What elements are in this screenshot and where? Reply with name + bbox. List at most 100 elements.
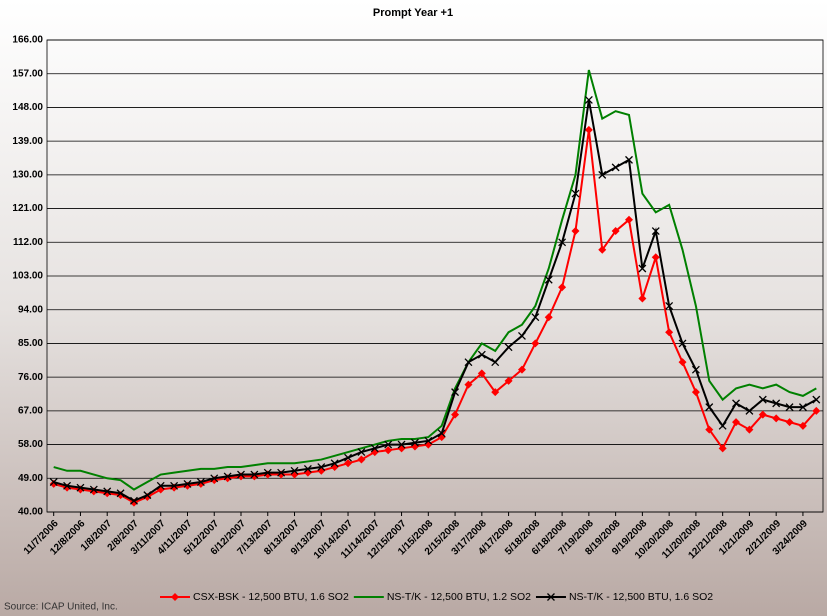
point <box>772 399 781 408</box>
y-tick-label: 94.00 <box>18 304 43 315</box>
source-note: Source: ICAP United, Inc. <box>4 602 118 613</box>
point <box>584 95 593 104</box>
point <box>531 339 540 348</box>
y-tick-label: 103.00 <box>12 271 43 282</box>
point <box>732 418 741 427</box>
point <box>798 421 807 430</box>
point <box>263 468 272 477</box>
point <box>678 358 687 367</box>
point <box>451 410 460 419</box>
point <box>518 331 526 340</box>
point <box>544 313 553 322</box>
point <box>143 491 152 500</box>
point <box>384 440 393 449</box>
y-tick-label: 76.00 <box>18 372 43 383</box>
point <box>638 294 647 303</box>
point <box>718 444 727 453</box>
point <box>517 365 526 374</box>
point <box>547 593 555 601</box>
point <box>303 464 312 473</box>
point <box>584 125 593 134</box>
point <box>410 438 419 447</box>
point <box>611 227 620 236</box>
chart-title: Prompt Year +1 <box>373 7 453 19</box>
point <box>758 410 767 419</box>
point <box>237 470 245 479</box>
point <box>732 399 740 408</box>
point <box>344 453 352 462</box>
series-line <box>53 69 817 491</box>
point <box>130 496 138 505</box>
point <box>544 275 553 284</box>
point <box>558 283 567 292</box>
y-tick-label: 148.00 <box>12 102 43 113</box>
y-tick-label: 58.00 <box>18 439 43 450</box>
point <box>531 313 540 322</box>
point <box>210 474 219 483</box>
point <box>745 406 754 415</box>
point <box>665 302 674 310</box>
point <box>424 436 433 445</box>
point <box>384 446 393 455</box>
legend-label: NS-T/K - 12,500 BTU, 1.2 SO2 <box>387 591 531 603</box>
point <box>504 376 513 385</box>
y-tick-label: 67.00 <box>18 405 43 416</box>
point <box>625 155 633 164</box>
point <box>785 418 794 427</box>
point <box>745 425 754 434</box>
point <box>772 414 781 423</box>
point <box>277 468 286 477</box>
point <box>357 455 366 464</box>
y-tick-label: 121.00 <box>12 203 43 214</box>
legend: CSX-BSK - 12,500 BTU, 1.6 SO2 NS-T/K - 12… <box>160 591 713 603</box>
point <box>451 388 460 397</box>
point <box>437 429 446 438</box>
point <box>116 489 125 498</box>
series-line <box>53 99 817 502</box>
point <box>598 170 607 179</box>
point <box>464 380 473 389</box>
point <box>691 365 700 374</box>
point <box>651 227 660 236</box>
point <box>477 369 486 378</box>
point <box>678 339 687 348</box>
point <box>464 358 473 367</box>
y-tick-label: 139.00 <box>12 136 43 147</box>
point <box>705 403 714 412</box>
y-tick-label: 130.00 <box>12 169 43 180</box>
point <box>330 459 339 468</box>
point <box>63 481 72 490</box>
series-line <box>53 129 818 504</box>
point <box>250 470 259 479</box>
point <box>571 227 580 236</box>
point <box>785 403 794 412</box>
point <box>223 472 232 481</box>
y-tick-label: 40.00 <box>18 507 43 518</box>
y-tick-label: 166.00 <box>12 35 43 46</box>
point <box>558 238 567 247</box>
point <box>370 444 379 453</box>
point <box>357 448 366 457</box>
point <box>812 395 821 404</box>
point <box>798 403 807 412</box>
point <box>691 388 700 397</box>
point <box>705 425 714 434</box>
point <box>758 395 767 404</box>
point <box>651 253 660 262</box>
point <box>89 485 98 494</box>
point <box>625 215 633 224</box>
point <box>196 478 205 486</box>
point <box>491 358 500 367</box>
point <box>812 406 821 415</box>
point <box>598 245 607 254</box>
point <box>170 481 179 490</box>
point <box>397 440 406 449</box>
y-tick-label: 157.00 <box>12 68 43 79</box>
point <box>171 593 179 601</box>
legend-label: CSX-BSK - 12,500 BTU, 1.6 SO2 <box>193 591 349 603</box>
point <box>156 481 165 490</box>
y-tick-label: 85.00 <box>18 338 43 349</box>
y-tick-label: 49.00 <box>18 473 43 484</box>
